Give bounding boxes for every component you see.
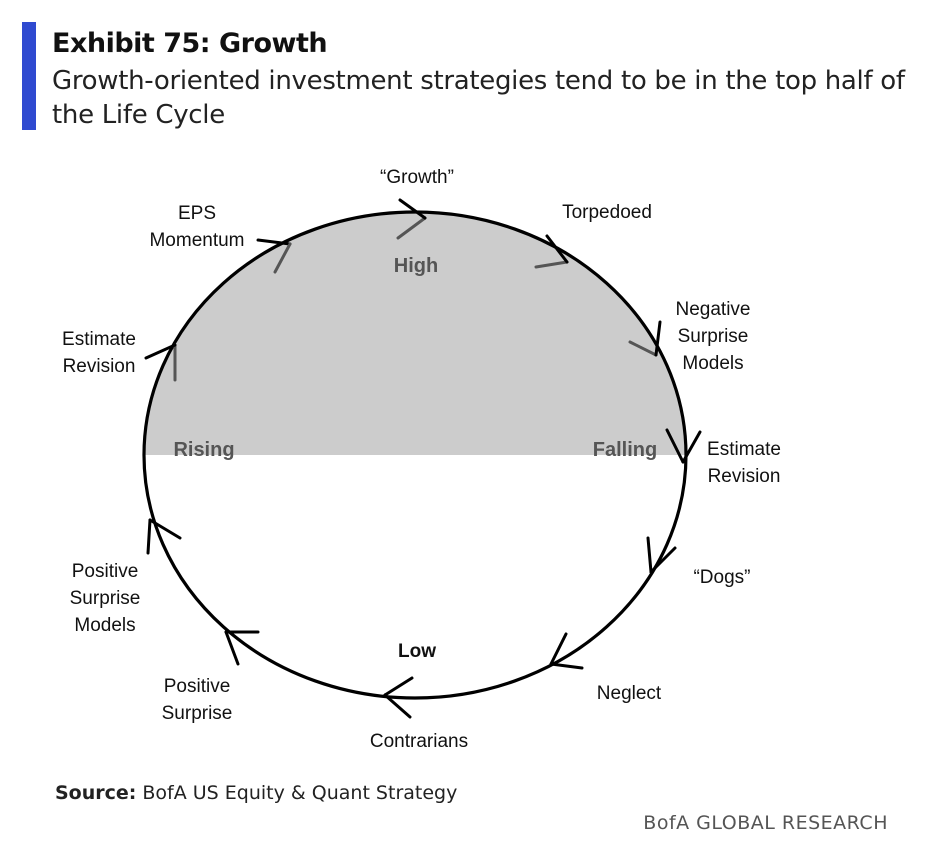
- stage-positive-surprise-models: Positive Surprise Models: [69, 561, 141, 636]
- stage-neglect: Neglect: [596, 683, 662, 704]
- arrow-neglect-b: [549, 662, 584, 670]
- source-label: Source:: [55, 782, 137, 804]
- zone-rising: Rising: [173, 439, 235, 461]
- arrow-psm-b: [148, 518, 182, 540]
- zone-falling: Falling: [592, 439, 658, 461]
- stage-positive-surprise: Positive Surprise: [161, 676, 233, 724]
- stage-estimate-revision-left: Estimate Revision: [62, 329, 136, 377]
- stage-negative-surprise-models: Negative Surprise Models: [675, 299, 751, 374]
- arrow-estimate-left-head: [144, 343, 177, 360]
- zone-low: Low: [398, 641, 436, 662]
- arrow-torpedoed-head: [545, 234, 569, 264]
- arrow-estimate-right-b: [681, 430, 702, 464]
- arrow-estimate-right-a: [665, 428, 685, 464]
- arrow-psm-a: [146, 518, 152, 555]
- stage-estimate-revision-right: Estimate Revision: [707, 439, 781, 487]
- arrow-eps-momentum: [256, 238, 292, 246]
- arrow-negative-head: [654, 320, 662, 357]
- arrow-growth-tail: [396, 216, 427, 240]
- arrow-eps-momentum-tail: [273, 242, 292, 274]
- arrow-neglect-a: [549, 632, 568, 666]
- arrow-positive-b: [224, 630, 240, 666]
- accent-bar: [22, 22, 36, 130]
- top-half-shade: [144, 212, 686, 455]
- arrow-contrarians-b: [383, 693, 412, 719]
- arrow-growth-head: [398, 198, 427, 220]
- arrow-torpedoed-tail: [534, 260, 569, 269]
- exhibit-subtitle: Growth-oriented investment strategies te…: [52, 66, 905, 130]
- arrow-contrarians-a: [383, 676, 414, 697]
- arrow-dogs-b: [649, 546, 677, 574]
- brand-footer: BofA GLOBAL RESEARCH: [643, 812, 888, 834]
- arrow-dogs-a: [646, 536, 653, 574]
- stage-dogs: “Dogs”: [693, 567, 751, 588]
- stage-growth: “Growth”: [380, 167, 454, 188]
- arrow-negative-tail: [628, 340, 658, 357]
- stage-eps-momentum: EPS Momentum: [149, 203, 245, 251]
- stage-torpedoed: Torpedoed: [562, 202, 652, 223]
- zone-high: High: [393, 255, 439, 277]
- stage-contrarians: Contrarians: [369, 731, 469, 752]
- source-note: Source: BofA US Equity & Quant Strategy: [55, 782, 457, 804]
- source-text: BofA US Equity & Quant Strategy: [142, 782, 458, 804]
- exhibit-title: Exhibit 75: Growth: [52, 28, 328, 59]
